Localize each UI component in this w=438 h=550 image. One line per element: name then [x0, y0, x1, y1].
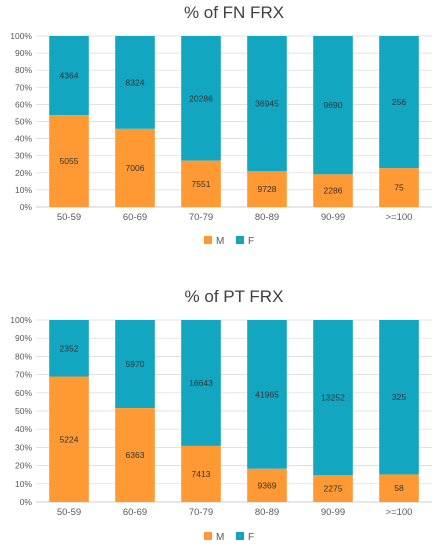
bar-segment-m	[247, 468, 287, 502]
data-label-f: 41965	[255, 389, 279, 399]
data-label-f: 20286	[189, 93, 213, 103]
x-tick-label: >=100	[386, 507, 413, 518]
bar-segment-m	[379, 474, 419, 502]
y-tick-label: 90%	[15, 333, 32, 343]
data-label-m: 7551	[192, 179, 211, 189]
data-label-m: 2275	[324, 484, 343, 494]
bar-segment-m	[247, 171, 287, 207]
legend-label-m: M	[216, 236, 224, 247]
y-tick-label: 80%	[15, 351, 32, 361]
data-label-f: 5970	[126, 359, 145, 369]
data-label-m: 7006	[126, 163, 145, 173]
y-tick-label: 30%	[15, 151, 32, 161]
x-tick-label: 90-99	[321, 507, 345, 518]
legend-label-f: F	[248, 532, 254, 543]
x-tick-label: 60-69	[123, 507, 147, 518]
bar-segment-f	[115, 36, 155, 129]
y-tick-label: 60%	[15, 99, 32, 109]
data-label-f: 16643	[189, 378, 213, 388]
y-tick-label: 90%	[15, 48, 32, 58]
chart-title: % of FN FRX	[184, 3, 284, 22]
x-tick-label: 90-99	[321, 212, 345, 223]
data-label-f: 8324	[126, 77, 145, 87]
bar-segment-m	[181, 445, 221, 502]
data-label-f: 9690	[324, 100, 343, 110]
bar-segment-f	[379, 320, 419, 475]
bar-segment-f	[49, 320, 89, 377]
y-tick-label: 50%	[15, 117, 32, 127]
y-tick-label: 50%	[15, 406, 32, 416]
x-tick-label: 60-69	[123, 212, 147, 223]
data-label-f: 2352	[60, 343, 79, 353]
bar-segment-f	[247, 320, 287, 469]
data-label-m: 6363	[126, 450, 145, 460]
legend-swatch-f	[236, 532, 244, 540]
bar-segment-m	[313, 475, 353, 502]
bar-segment-f	[313, 36, 353, 175]
data-label-f: 256	[392, 97, 406, 107]
data-label-f: 4364	[60, 71, 79, 81]
bar-segment-m	[115, 408, 155, 502]
legend-swatch-f	[236, 236, 244, 244]
y-tick-label: 20%	[15, 461, 32, 471]
y-tick-label: 40%	[15, 424, 32, 434]
bar-segment-m	[115, 128, 155, 207]
data-label-m: 5055	[60, 156, 79, 166]
data-label-m: 9728	[258, 184, 277, 194]
bar-segment-f	[181, 320, 221, 446]
x-tick-label: 70-79	[189, 212, 213, 223]
x-tick-label: >=100	[386, 212, 413, 223]
y-tick-label: 0%	[20, 202, 33, 212]
y-tick-label: 100%	[10, 31, 32, 41]
data-label-f: 325	[392, 392, 406, 402]
data-label-f: 13252	[321, 393, 345, 403]
y-tick-label: 30%	[15, 442, 32, 452]
bar-segment-f	[379, 36, 419, 169]
bar-segment-m	[49, 376, 89, 502]
bar-segment-m	[313, 174, 353, 207]
data-label-f: 36945	[255, 99, 279, 109]
y-tick-label: 10%	[15, 479, 32, 489]
bar-segment-f	[181, 36, 221, 161]
data-label-m: 75	[394, 183, 404, 193]
x-tick-label: 80-89	[255, 212, 279, 223]
bar-segment-f	[247, 36, 287, 172]
data-label-m: 7413	[192, 469, 211, 479]
y-tick-label: 0%	[20, 497, 33, 507]
bar-segment-f	[313, 320, 353, 476]
y-tick-label: 70%	[15, 82, 32, 92]
bar-segment-f	[115, 320, 155, 409]
chart-pt-frx: % of PT FRX 0% 10% 20% 30% 40% 50% 60% 70% 80% 90%…	[10, 287, 432, 543]
y-tick-label: 70%	[15, 370, 32, 380]
y-tick-label: 80%	[15, 65, 32, 75]
y-tick-label: 40%	[15, 134, 32, 144]
chart-title: % of PT FRX	[185, 287, 284, 306]
data-label-m: 5224	[60, 434, 79, 444]
y-tick-label: 10%	[15, 185, 32, 195]
legend-swatch-m	[204, 532, 212, 540]
y-tick-label: 20%	[15, 168, 32, 178]
chart-fn-frx: % of FN FRX 0% 10% 20% 30% 40% 50% 60% 70% 80% 90%…	[10, 3, 432, 247]
x-tick-label: 50-59	[57, 212, 81, 223]
y-tick-label: 60%	[15, 388, 32, 398]
legend-label-m: M	[216, 532, 224, 543]
bar-segment-m	[49, 115, 89, 207]
x-tick-label: 80-89	[255, 507, 279, 518]
data-label-m: 58	[394, 483, 404, 493]
y-tick-label: 100%	[10, 315, 32, 325]
data-label-m: 9369	[258, 480, 277, 490]
legend-swatch-m	[204, 236, 212, 244]
x-tick-label: 50-59	[57, 507, 81, 518]
x-tick-label: 70-79	[189, 507, 213, 518]
bar-segment-m	[379, 168, 419, 207]
bar-segment-f	[49, 36, 89, 116]
bar-segment-m	[181, 160, 221, 207]
legend-label-f: F	[248, 236, 254, 247]
data-label-m: 2286	[324, 186, 343, 196]
